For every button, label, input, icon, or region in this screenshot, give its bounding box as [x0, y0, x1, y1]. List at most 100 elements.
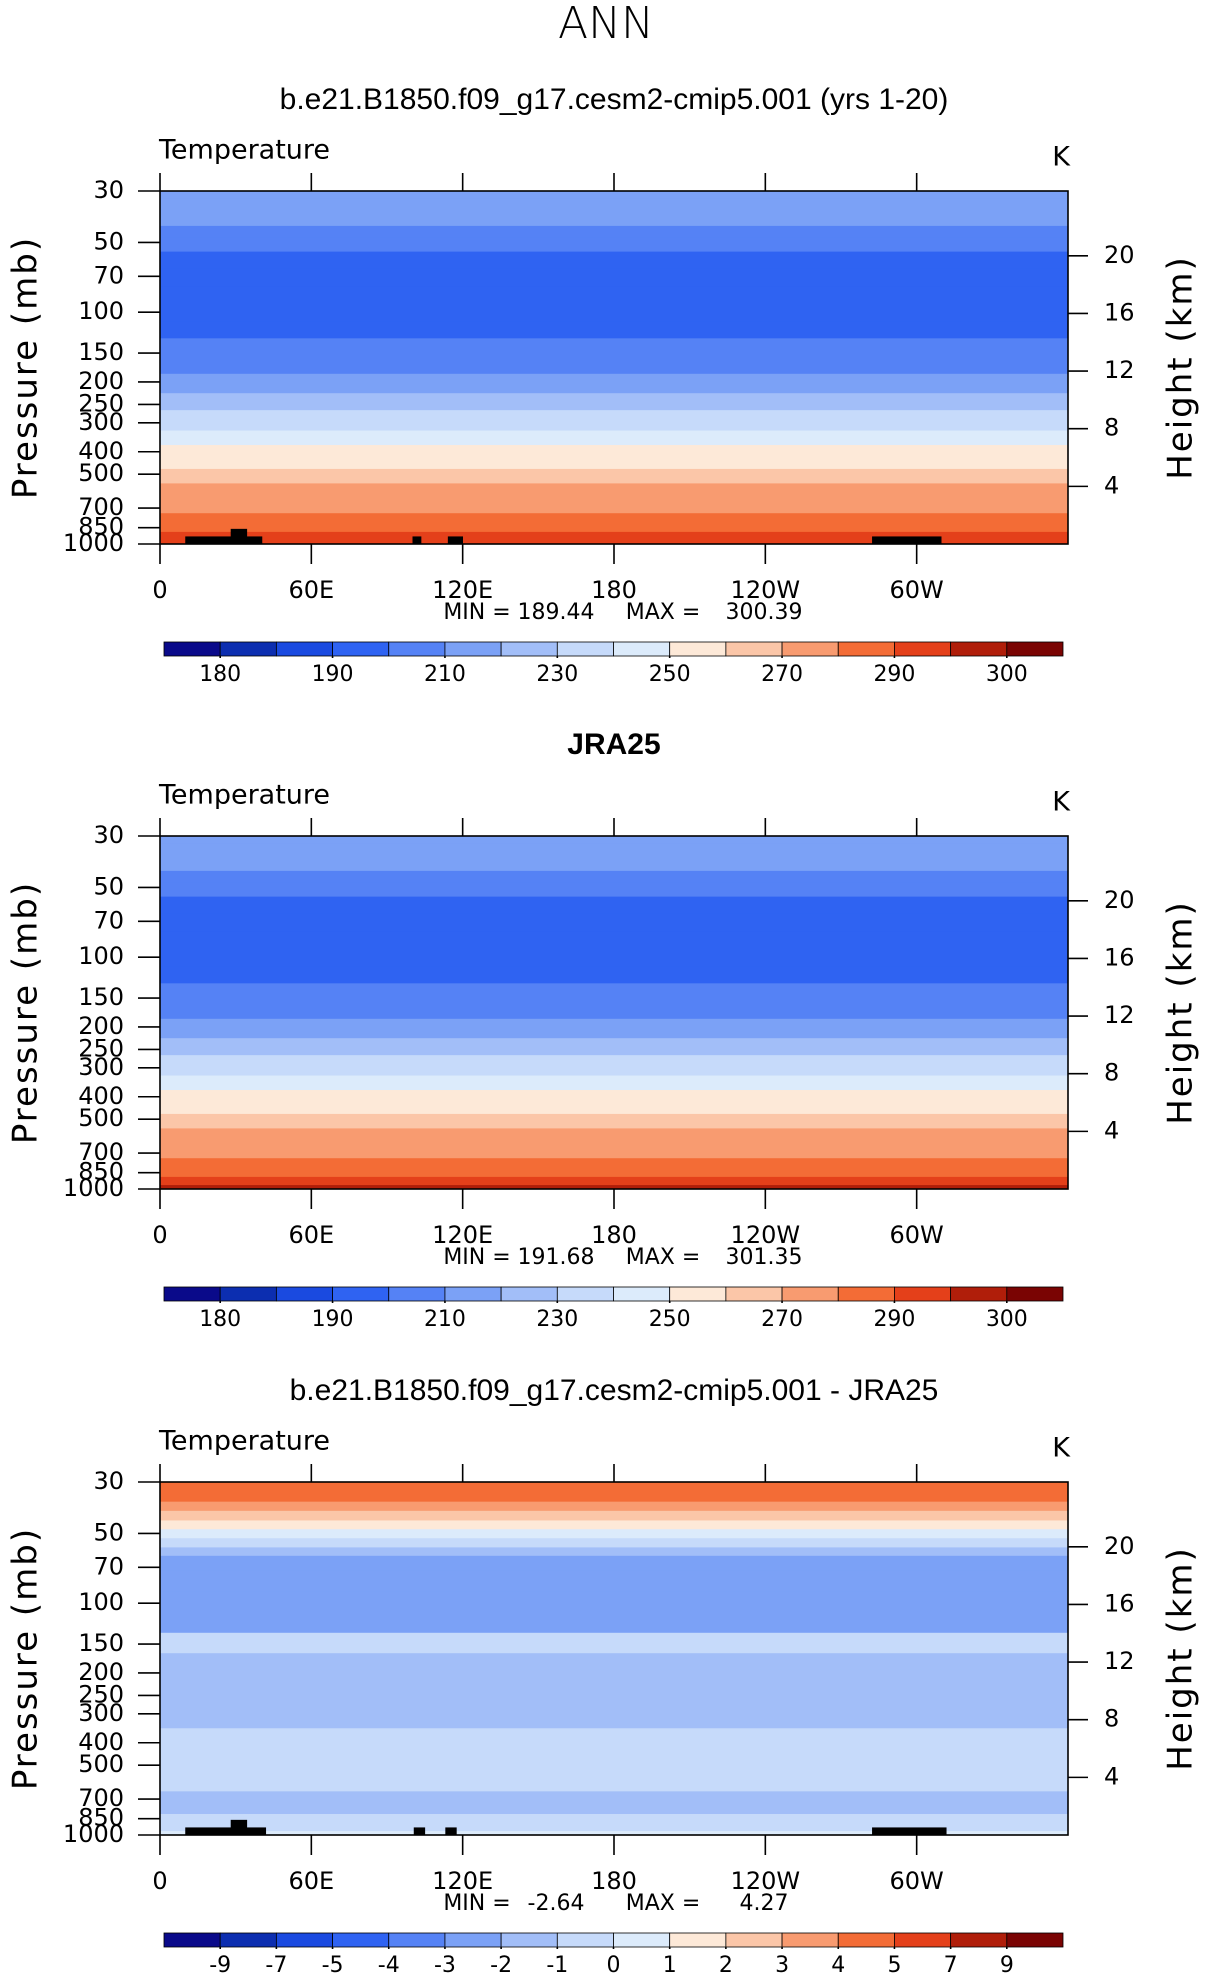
figure-title: ANN	[558, 0, 654, 49]
contour-band	[160, 1510, 1068, 1521]
topography	[872, 1827, 947, 1835]
colorbar-tick-label: 190	[312, 662, 354, 687]
contour-band	[160, 1090, 1068, 1104]
contour-band	[160, 1482, 1068, 1491]
contour-band	[160, 1653, 1068, 1669]
colorbar-tick-label: 3	[775, 1953, 789, 1978]
contour-band	[160, 321, 1068, 339]
colorbar-box	[219, 641, 277, 657]
colorbar-box	[1006, 641, 1064, 657]
y-tick-label: 250	[78, 389, 124, 417]
colorbar-box	[613, 641, 671, 657]
colorbar-box	[1006, 1286, 1064, 1302]
contour-band	[160, 1145, 1068, 1159]
topography	[185, 536, 263, 544]
panel-title: b.e21.B1850.f09_g17.cesm2-cmip5.001 (yrs…	[280, 83, 949, 116]
topography	[230, 528, 248, 544]
colorbar-tick-label: 230	[536, 662, 578, 687]
y-tick-label: 700	[78, 493, 124, 521]
y2-tick-label: 4	[1104, 1116, 1119, 1144]
topography	[412, 536, 422, 544]
contour-band	[160, 1128, 1068, 1146]
contour-band	[160, 1591, 1068, 1613]
y-tick-label: 700	[78, 1138, 124, 1166]
y-tick-label: 300	[78, 1699, 124, 1727]
colorbar-tick-label: 190	[312, 1307, 354, 1332]
x-tick-label: 180	[591, 1867, 637, 1895]
y-tick-label: 30	[93, 821, 124, 849]
contour-band	[160, 1813, 1068, 1824]
x-tick-label: 180	[591, 576, 637, 604]
x-tick-label: 60W	[890, 1867, 944, 1895]
contour-band	[160, 268, 1068, 287]
colorbar-tick-label: -3	[434, 1953, 456, 1978]
y2-axis-label: Height (km)	[1161, 255, 1201, 480]
y-tick-label: 150	[78, 338, 124, 366]
contour-band	[160, 1822, 1068, 1832]
topography	[230, 1819, 248, 1835]
colorbar-box	[388, 1286, 446, 1302]
units-label: K	[1052, 142, 1071, 173]
y2-tick-label: 16	[1104, 298, 1135, 326]
colorbar-tick-label: 270	[761, 1307, 803, 1332]
colorbar-box	[781, 1286, 839, 1302]
contour-band	[160, 966, 1068, 984]
y2-tick-label: 16	[1104, 1589, 1135, 1617]
y-tick-label: 30	[93, 1467, 124, 1495]
contour-band	[160, 540, 1068, 545]
x-tick-label: 120E	[432, 576, 493, 604]
y2-tick-label: 12	[1104, 356, 1135, 384]
colorbar-box	[556, 641, 614, 657]
y-tick-label: 200	[78, 367, 124, 395]
x-tick-label: 60E	[288, 1221, 334, 1249]
min-label: MIN =	[443, 1245, 510, 1270]
y-tick-label: 850	[78, 513, 124, 541]
colorbar-box	[669, 1932, 727, 1948]
colorbar-tick-label: 9	[1000, 1953, 1014, 1978]
y2-tick-label: 12	[1104, 1647, 1135, 1675]
y-tick-label: 100	[78, 297, 124, 325]
y-tick-label: 50	[93, 872, 124, 900]
contour-band	[160, 457, 1068, 470]
colorbar-box	[163, 641, 221, 657]
contour-band	[160, 1520, 1068, 1530]
contour-band	[160, 1185, 1068, 1190]
contour-band	[160, 430, 1068, 446]
colorbar-tick-label: 290	[873, 662, 915, 687]
contour-band	[160, 213, 1068, 227]
panel-title: JRA25	[567, 728, 660, 761]
contour-band	[160, 1000, 1068, 1020]
y2-tick-label: 20	[1104, 886, 1135, 914]
contour-band	[160, 836, 1068, 845]
colorbar-tick-label: -1	[546, 1953, 568, 1978]
contour-band	[160, 1038, 1068, 1056]
x-tick-label: 0	[152, 1867, 167, 1895]
colorbar-tick-label: 180	[199, 662, 241, 687]
contour-band	[160, 1538, 1068, 1548]
y-tick-label: 100	[78, 942, 124, 970]
contour-band	[160, 1158, 1068, 1169]
y-tick-label: 1000	[63, 1820, 124, 1848]
colorbar-box	[894, 641, 952, 657]
x-tick-label: 0	[152, 576, 167, 604]
min-value: 191.68	[518, 1245, 595, 1270]
colorbar-box	[613, 1932, 671, 1948]
contour-band	[160, 1612, 1068, 1634]
x-tick-label: 60E	[288, 576, 334, 604]
colorbar-tick-label: -4	[378, 1953, 400, 1978]
colorbar-box	[725, 1932, 783, 1948]
contour-band	[160, 1804, 1068, 1815]
x-tick-label: 180	[591, 1221, 637, 1249]
y-tick-label: 850	[78, 1158, 124, 1186]
colorbar-box	[781, 1932, 839, 1948]
contour-band	[160, 843, 1068, 859]
colorbar-tick-label: 1	[663, 1953, 677, 1978]
contour-band	[160, 419, 1068, 432]
contour-band	[160, 949, 1068, 967]
colorbar-box	[1006, 1932, 1064, 1948]
y-axis-label: Pressure (mb)	[6, 236, 46, 499]
min-value: -2.64	[528, 1891, 585, 1916]
colorbar-box	[500, 1286, 558, 1302]
y-tick-label: 150	[78, 983, 124, 1011]
